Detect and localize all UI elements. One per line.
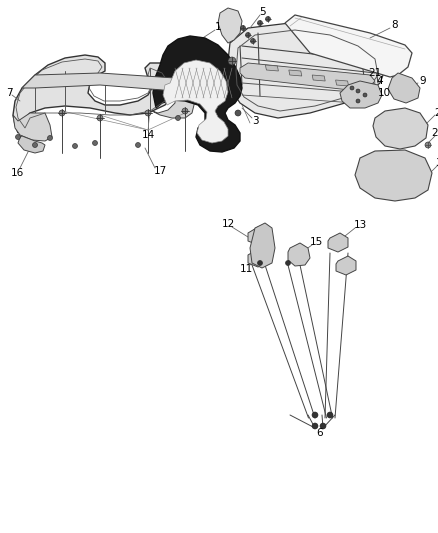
Polygon shape — [336, 256, 356, 275]
Circle shape — [240, 26, 246, 30]
Polygon shape — [289, 70, 302, 76]
Polygon shape — [228, 23, 385, 118]
Text: 17: 17 — [153, 166, 166, 176]
Polygon shape — [13, 113, 52, 141]
Circle shape — [425, 142, 431, 148]
Polygon shape — [388, 73, 420, 103]
Circle shape — [286, 261, 290, 265]
Polygon shape — [218, 8, 242, 43]
Polygon shape — [355, 150, 432, 201]
Circle shape — [182, 108, 188, 114]
Polygon shape — [240, 63, 375, 91]
Circle shape — [356, 89, 360, 93]
Circle shape — [145, 110, 151, 116]
Circle shape — [312, 423, 318, 429]
Polygon shape — [248, 227, 268, 245]
Circle shape — [251, 38, 255, 44]
Text: 5: 5 — [259, 7, 265, 17]
Text: 11: 11 — [240, 264, 253, 274]
Circle shape — [258, 261, 262, 265]
Text: 16: 16 — [11, 168, 24, 178]
Text: 14: 14 — [141, 130, 155, 140]
Text: 9: 9 — [420, 76, 426, 86]
Text: 20: 20 — [431, 128, 438, 138]
Circle shape — [312, 412, 318, 418]
Circle shape — [135, 142, 141, 148]
Circle shape — [246, 33, 251, 37]
Text: 6: 6 — [317, 428, 323, 438]
Circle shape — [15, 134, 21, 140]
Circle shape — [327, 412, 333, 418]
Text: 1: 1 — [215, 22, 221, 32]
Polygon shape — [336, 80, 349, 86]
Polygon shape — [328, 233, 348, 252]
Text: 4: 4 — [377, 76, 383, 86]
Circle shape — [59, 110, 65, 116]
Circle shape — [228, 57, 236, 65]
Circle shape — [258, 20, 262, 26]
Polygon shape — [22, 73, 178, 91]
Polygon shape — [13, 55, 178, 133]
Circle shape — [320, 423, 326, 429]
Text: 3: 3 — [434, 158, 438, 168]
Polygon shape — [163, 60, 228, 143]
Polygon shape — [288, 243, 310, 266]
Text: 13: 13 — [353, 220, 367, 230]
Circle shape — [265, 17, 271, 21]
Circle shape — [356, 99, 360, 103]
Circle shape — [92, 141, 98, 146]
Polygon shape — [153, 36, 242, 152]
Text: 2: 2 — [434, 108, 438, 118]
Polygon shape — [248, 249, 268, 267]
Polygon shape — [285, 15, 412, 77]
Polygon shape — [373, 108, 428, 149]
Circle shape — [47, 135, 53, 141]
Polygon shape — [250, 223, 275, 268]
Text: 15: 15 — [309, 237, 323, 247]
Circle shape — [97, 115, 103, 121]
Text: 8: 8 — [392, 20, 398, 30]
Circle shape — [350, 86, 354, 90]
Polygon shape — [152, 78, 195, 118]
Polygon shape — [340, 81, 382, 108]
Circle shape — [73, 143, 78, 149]
Text: 12: 12 — [221, 219, 235, 229]
Text: 7: 7 — [6, 88, 12, 98]
Circle shape — [363, 93, 367, 97]
Circle shape — [235, 110, 241, 116]
Circle shape — [176, 116, 180, 120]
Text: 21: 21 — [368, 68, 381, 78]
Polygon shape — [265, 65, 279, 71]
Text: 3: 3 — [252, 116, 258, 126]
Polygon shape — [312, 75, 325, 81]
Text: 10: 10 — [378, 88, 391, 98]
Polygon shape — [18, 136, 45, 153]
Circle shape — [32, 142, 38, 148]
